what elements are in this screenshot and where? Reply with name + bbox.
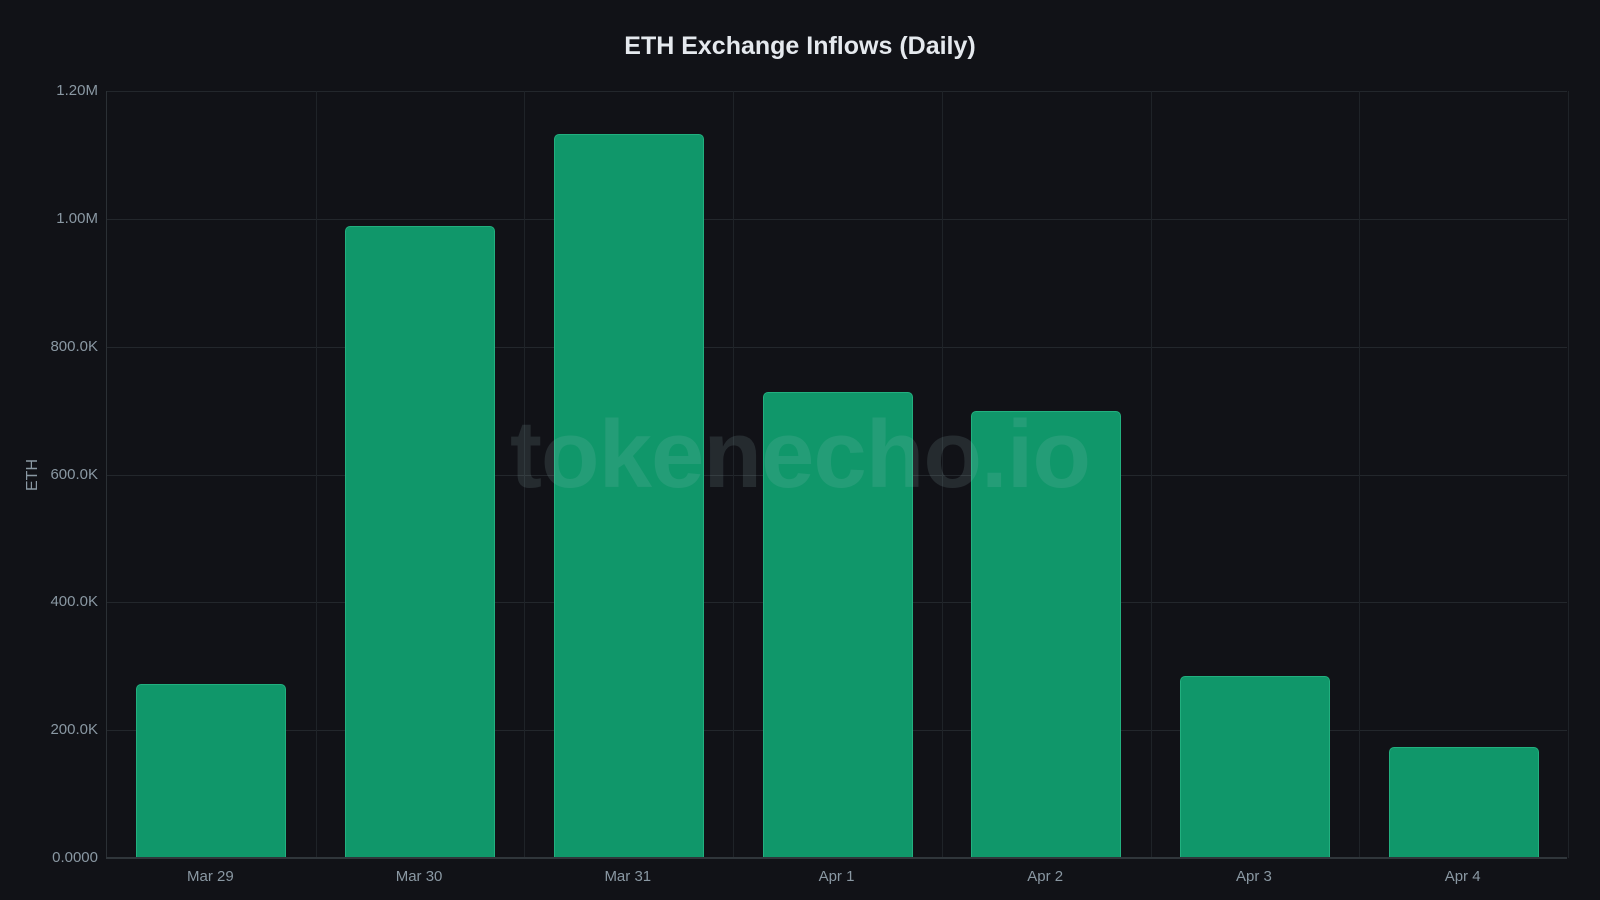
bar-apr-3[interactable] [1179,675,1330,858]
gridline-horizontal [107,91,1567,92]
y-tick-label: 600.0K [50,465,98,483]
gridline-vertical [315,91,317,858]
x-tick-label: Mar 31 [604,868,652,885]
bar-apr-1[interactable] [762,392,913,858]
gridline-vertical [1150,91,1152,858]
x-tick-label: Apr 2 [1027,868,1064,885]
y-tick-label: 0.0000 [52,849,98,866]
gridline-vertical [733,91,735,858]
x-tick-label: Mar 29 [187,868,234,885]
bar-apr-2[interactable] [971,411,1122,858]
y-tick-label: 800.0K [50,337,98,355]
y-tick-label: 1.20M [56,82,98,99]
plot-area [106,91,1569,858]
gridline-vertical [1359,91,1361,858]
x-tick-label: Apr 1 [818,868,855,885]
bar-mar-30[interactable] [345,225,496,858]
bar-apr-4[interactable] [1388,747,1539,858]
x-tick-label: Apr 3 [1235,868,1272,885]
x-tick-label: Apr 4 [1444,868,1481,885]
chart-title: ETH Exchange Inflows (Daily) [624,32,976,60]
y-tick-label: 1.00M [56,209,98,227]
gridline-vertical [941,91,943,858]
bar-mar-31[interactable] [553,134,704,858]
x-axis-line [106,857,1567,859]
gridline-vertical [524,91,526,858]
x-tick-label: Mar 30 [395,868,443,885]
gridline-horizontal [107,346,1567,348]
bar-mar-29[interactable] [136,684,287,858]
gridline-horizontal [107,218,1567,220]
y-tick-label: 400.0K [50,593,98,611]
gridline-vertical [1568,91,1569,858]
y-tick-label: 200.0K [50,721,98,739]
